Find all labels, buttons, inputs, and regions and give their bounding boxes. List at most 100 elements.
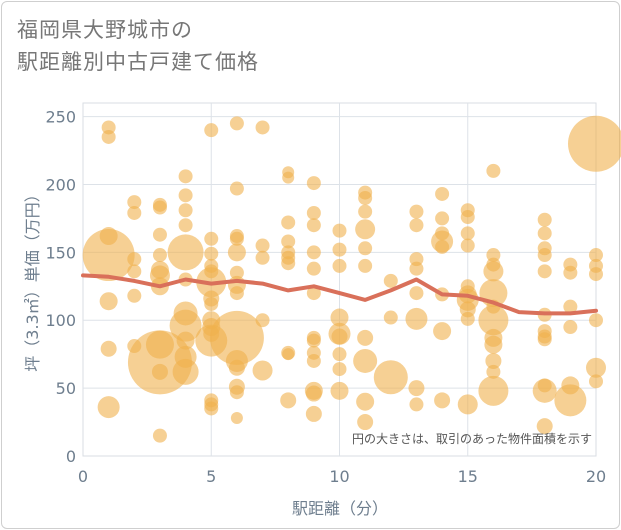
data-bubble (460, 279, 475, 294)
data-bubble (281, 234, 296, 249)
data-bubble (409, 261, 424, 276)
data-bubble (409, 397, 424, 412)
data-bubble (255, 238, 270, 253)
data-bubble (145, 330, 174, 359)
y-tick-label: 100 (45, 311, 76, 330)
data-bubble (332, 347, 347, 362)
data-bubble (173, 301, 198, 326)
data-bubble (435, 186, 450, 201)
data-bubble (589, 374, 603, 389)
data-bubble (306, 218, 321, 233)
data-bubble (229, 181, 244, 196)
data-bubble (589, 248, 603, 263)
data-bubble (373, 360, 408, 395)
x-axis-ticks: 0 5 10 15 20 (78, 467, 606, 486)
trend-series (81, 273, 598, 316)
data-bubble (358, 204, 373, 219)
data-bubble (204, 246, 219, 261)
data-bubble (405, 307, 428, 330)
data-bubble (306, 353, 321, 368)
data-bubble (435, 211, 450, 226)
data-bubble (332, 258, 347, 273)
data-bubble (281, 215, 296, 230)
data-bubble (99, 292, 118, 311)
data-bubble (127, 264, 142, 279)
data-bubble (229, 286, 244, 301)
data-bubble (127, 205, 142, 220)
data-bubble (383, 310, 398, 325)
data-bubble (460, 226, 475, 241)
data-bubble (101, 129, 116, 144)
data-bubble (152, 200, 167, 215)
x-tick-label: 10 (329, 467, 349, 486)
data-bubble (229, 385, 244, 400)
data-bubble (150, 260, 169, 279)
data-bubble (358, 191, 373, 206)
data-bubble (178, 188, 193, 203)
data-bubble (537, 378, 552, 393)
data-bubble (486, 257, 501, 272)
data-bubble (554, 384, 587, 417)
data-bubble (127, 252, 142, 267)
data-bubble (568, 115, 621, 172)
data-bubble (460, 311, 475, 326)
data-bubble (409, 204, 424, 219)
data-bubble (357, 329, 374, 346)
data-bubble (332, 223, 347, 238)
chart-title: 福岡県大野城市の 駅距離別中古戸建て価格 (17, 14, 259, 78)
data-bubble (331, 328, 348, 345)
data-bubble (561, 376, 580, 395)
data-bubble (204, 264, 219, 279)
data-bubble (537, 226, 552, 241)
data-bubble (152, 428, 167, 443)
data-bubble (229, 231, 244, 246)
data-bubble (485, 352, 502, 369)
y-tick-label: 200 (45, 175, 76, 194)
data-bubble (209, 310, 264, 365)
data-bubble (353, 348, 378, 373)
y-tick-label: 0 (66, 447, 76, 466)
data-bubble (408, 380, 425, 397)
data-bubble (332, 242, 347, 257)
y-axis-ticks: 0 50 100 150 200 250 (45, 108, 76, 466)
data-bubble (478, 375, 509, 406)
data-bubble (563, 320, 578, 335)
data-bubble (563, 299, 578, 314)
data-bubble (255, 120, 270, 135)
data-bubble (255, 250, 270, 265)
bubble-size-note: 円の大きさは、取引のあった物件面積を示す (352, 431, 592, 446)
x-tick-label: 5 (206, 467, 216, 486)
data-bubble (204, 231, 219, 246)
data-bubble (332, 362, 347, 377)
data-bubble (252, 360, 273, 381)
bubble-series (82, 115, 621, 443)
data-bubble (435, 239, 450, 254)
data-bubble (355, 219, 376, 240)
data-bubble (228, 359, 245, 376)
y-tick-label: 250 (45, 108, 76, 127)
data-bubble (478, 305, 509, 336)
data-bubble (589, 267, 603, 282)
data-bubble (460, 238, 475, 253)
trend-line (81, 273, 598, 316)
data-bubble (306, 333, 321, 348)
data-bubble (306, 176, 321, 191)
data-bubble (306, 286, 321, 301)
y-tick-label: 150 (45, 243, 76, 262)
data-bubble (229, 265, 244, 280)
data-bubble (358, 258, 373, 273)
data-bubble (330, 381, 349, 400)
chart-title-line1: 福岡県大野城市の (17, 18, 193, 42)
data-bubble (82, 229, 135, 282)
data-bubble (152, 227, 167, 242)
data-bubble (178, 203, 193, 218)
data-bubble (99, 227, 118, 246)
data-bubble (589, 313, 603, 328)
data-bubble (306, 261, 321, 276)
data-bubble (204, 401, 219, 416)
data-bubble (537, 248, 552, 263)
data-bubble (127, 195, 142, 210)
data-bubble (97, 396, 120, 419)
data-bubble (127, 339, 142, 354)
